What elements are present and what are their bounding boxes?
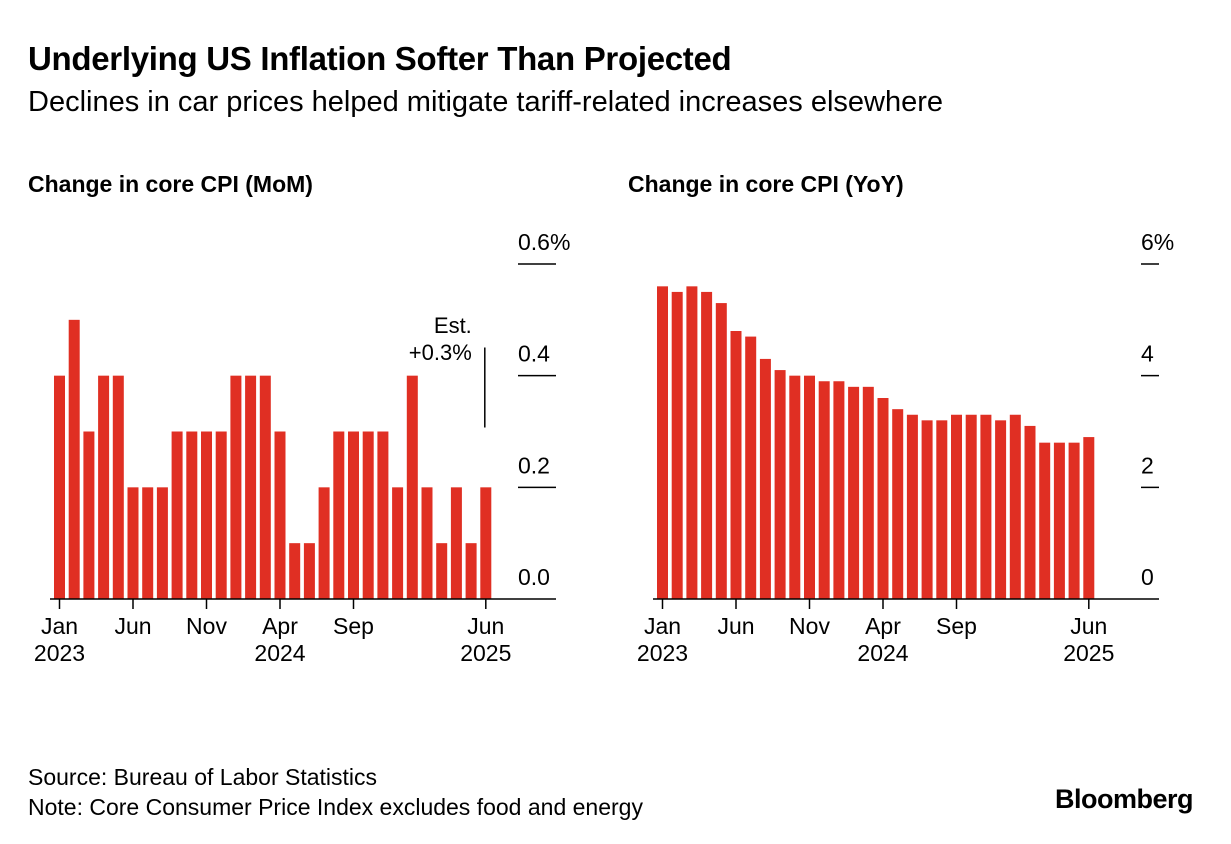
bar-dec-2024	[995, 420, 1007, 599]
bar-oct-2023	[789, 375, 801, 599]
bar-feb-2025	[421, 487, 433, 599]
x-tick-label: 2025	[1063, 640, 1114, 666]
x-tick-label: Nov	[186, 613, 227, 639]
estimate-annotation: Est.	[434, 313, 472, 338]
bar-apr-2025	[450, 487, 462, 599]
bar-feb-2023	[68, 319, 80, 599]
panel-title: Change in core CPI (YoY)	[628, 171, 904, 197]
x-tick-label: Jun	[114, 613, 151, 639]
bar-jan-2024	[833, 381, 845, 599]
source-text: Source: Bureau of Labor Statistics	[28, 764, 378, 790]
bar-jan-2023	[657, 286, 668, 599]
bar-sep-2023	[774, 370, 786, 599]
bar-sep-2024	[951, 414, 962, 599]
bar-nov-2024	[377, 431, 389, 599]
bar-may-2025	[1068, 442, 1080, 599]
bar-jan-2023	[54, 375, 65, 599]
bar-apr-2024	[877, 398, 889, 599]
x-tick-label: Jun	[717, 613, 754, 639]
y-tick-label: 0.6%	[518, 229, 570, 255]
bar-may-2024	[289, 543, 301, 599]
y-tick-label: 0	[1141, 564, 1154, 590]
bar-dec-2023	[215, 431, 227, 599]
y-tick-label: 6%	[1141, 229, 1174, 255]
x-tick-label: 2025	[460, 640, 511, 666]
bar-feb-2023	[671, 291, 683, 599]
x-tick-label: Apr	[262, 613, 298, 639]
bar-nov-2024	[980, 414, 992, 599]
x-tick-label: Jun	[467, 613, 504, 639]
bar-jun-2025	[1083, 437, 1095, 599]
estimate-annotation: +0.3%	[409, 340, 472, 365]
y-tick-label: 0.4	[518, 341, 550, 367]
bar-may-2025	[465, 543, 477, 599]
x-tick-label: Sep	[333, 613, 374, 639]
note-text: Note: Core Consumer Price Index excludes…	[28, 794, 643, 820]
bar-jun-2025	[480, 487, 492, 599]
bar-mar-2024	[862, 386, 874, 599]
bar-aug-2024	[333, 431, 345, 599]
bar-jun-2023	[127, 487, 139, 599]
x-tick-label: Nov	[789, 613, 830, 639]
bar-sep-2024	[348, 431, 359, 599]
y-tick-label: 0.0	[518, 564, 550, 590]
bar-feb-2024	[245, 375, 257, 599]
bar-feb-2025	[1024, 425, 1036, 599]
bar-jan-2025	[406, 375, 418, 599]
bar-jul-2024	[921, 420, 933, 599]
x-tick-label: Jan	[41, 613, 78, 639]
bar-may-2023	[715, 303, 727, 599]
bar-jun-2024	[906, 414, 918, 599]
bar-jun-2023	[730, 331, 742, 599]
y-tick-label: 2	[1141, 452, 1154, 478]
bar-oct-2024	[362, 431, 374, 599]
bar-jul-2023	[142, 487, 154, 599]
x-tick-label: Jun	[1070, 613, 1107, 639]
bar-feb-2024	[848, 386, 860, 599]
bar-dec-2023	[818, 381, 830, 599]
bar-oct-2023	[186, 431, 198, 599]
bar-mar-2023	[83, 431, 95, 599]
chart-title: Underlying US Inflation Softer Than Proj…	[28, 40, 732, 77]
bar-mar-2023	[686, 286, 698, 599]
bar-mar-2025	[436, 543, 448, 599]
bar-sep-2023	[171, 431, 183, 599]
bar-apr-2023	[98, 375, 110, 599]
bar-aug-2023	[759, 358, 771, 599]
bar-jun-2024	[303, 543, 315, 599]
bar-aug-2024	[936, 420, 948, 599]
bar-may-2023	[112, 375, 124, 599]
bar-dec-2024	[392, 487, 404, 599]
bar-apr-2025	[1053, 442, 1065, 599]
bar-nov-2023	[201, 431, 212, 599]
y-tick-label: 4	[1141, 341, 1154, 367]
y-tick-label: 0.2	[518, 452, 550, 478]
bar-apr-2023	[701, 291, 713, 599]
bar-may-2024	[892, 409, 904, 599]
bar-jan-2025	[1009, 414, 1021, 599]
bar-aug-2023	[156, 487, 168, 599]
x-tick-label: 2023	[34, 640, 85, 666]
bloomberg-logo: Bloomberg	[1054, 784, 1194, 814]
source-note: Source: Bureau of Labor Statistics Note:…	[28, 762, 643, 822]
x-tick-label: 2024	[857, 640, 908, 666]
bar-mar-2024	[259, 375, 271, 599]
bar-jul-2024	[318, 487, 330, 599]
chart-subtitle: Declines in car prices helped mitigate t…	[28, 86, 944, 118]
x-tick-label: 2023	[637, 640, 688, 666]
panel-title: Change in core CPI (MoM)	[28, 171, 313, 197]
x-tick-label: 2024	[254, 640, 305, 666]
bar-jul-2023	[745, 336, 757, 599]
bar-apr-2024	[274, 431, 286, 599]
bar-nov-2023	[804, 375, 815, 599]
x-tick-label: Jan	[644, 613, 681, 639]
x-tick-label: Apr	[865, 613, 901, 639]
bar-mar-2025	[1039, 442, 1051, 599]
bar-jan-2024	[230, 375, 242, 599]
x-tick-label: Sep	[936, 613, 977, 639]
bar-oct-2024	[965, 414, 977, 599]
